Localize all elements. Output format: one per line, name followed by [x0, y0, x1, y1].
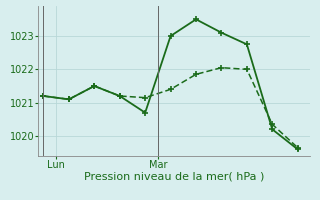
X-axis label: Pression niveau de la mer( hPa ): Pression niveau de la mer( hPa ): [84, 172, 265, 182]
